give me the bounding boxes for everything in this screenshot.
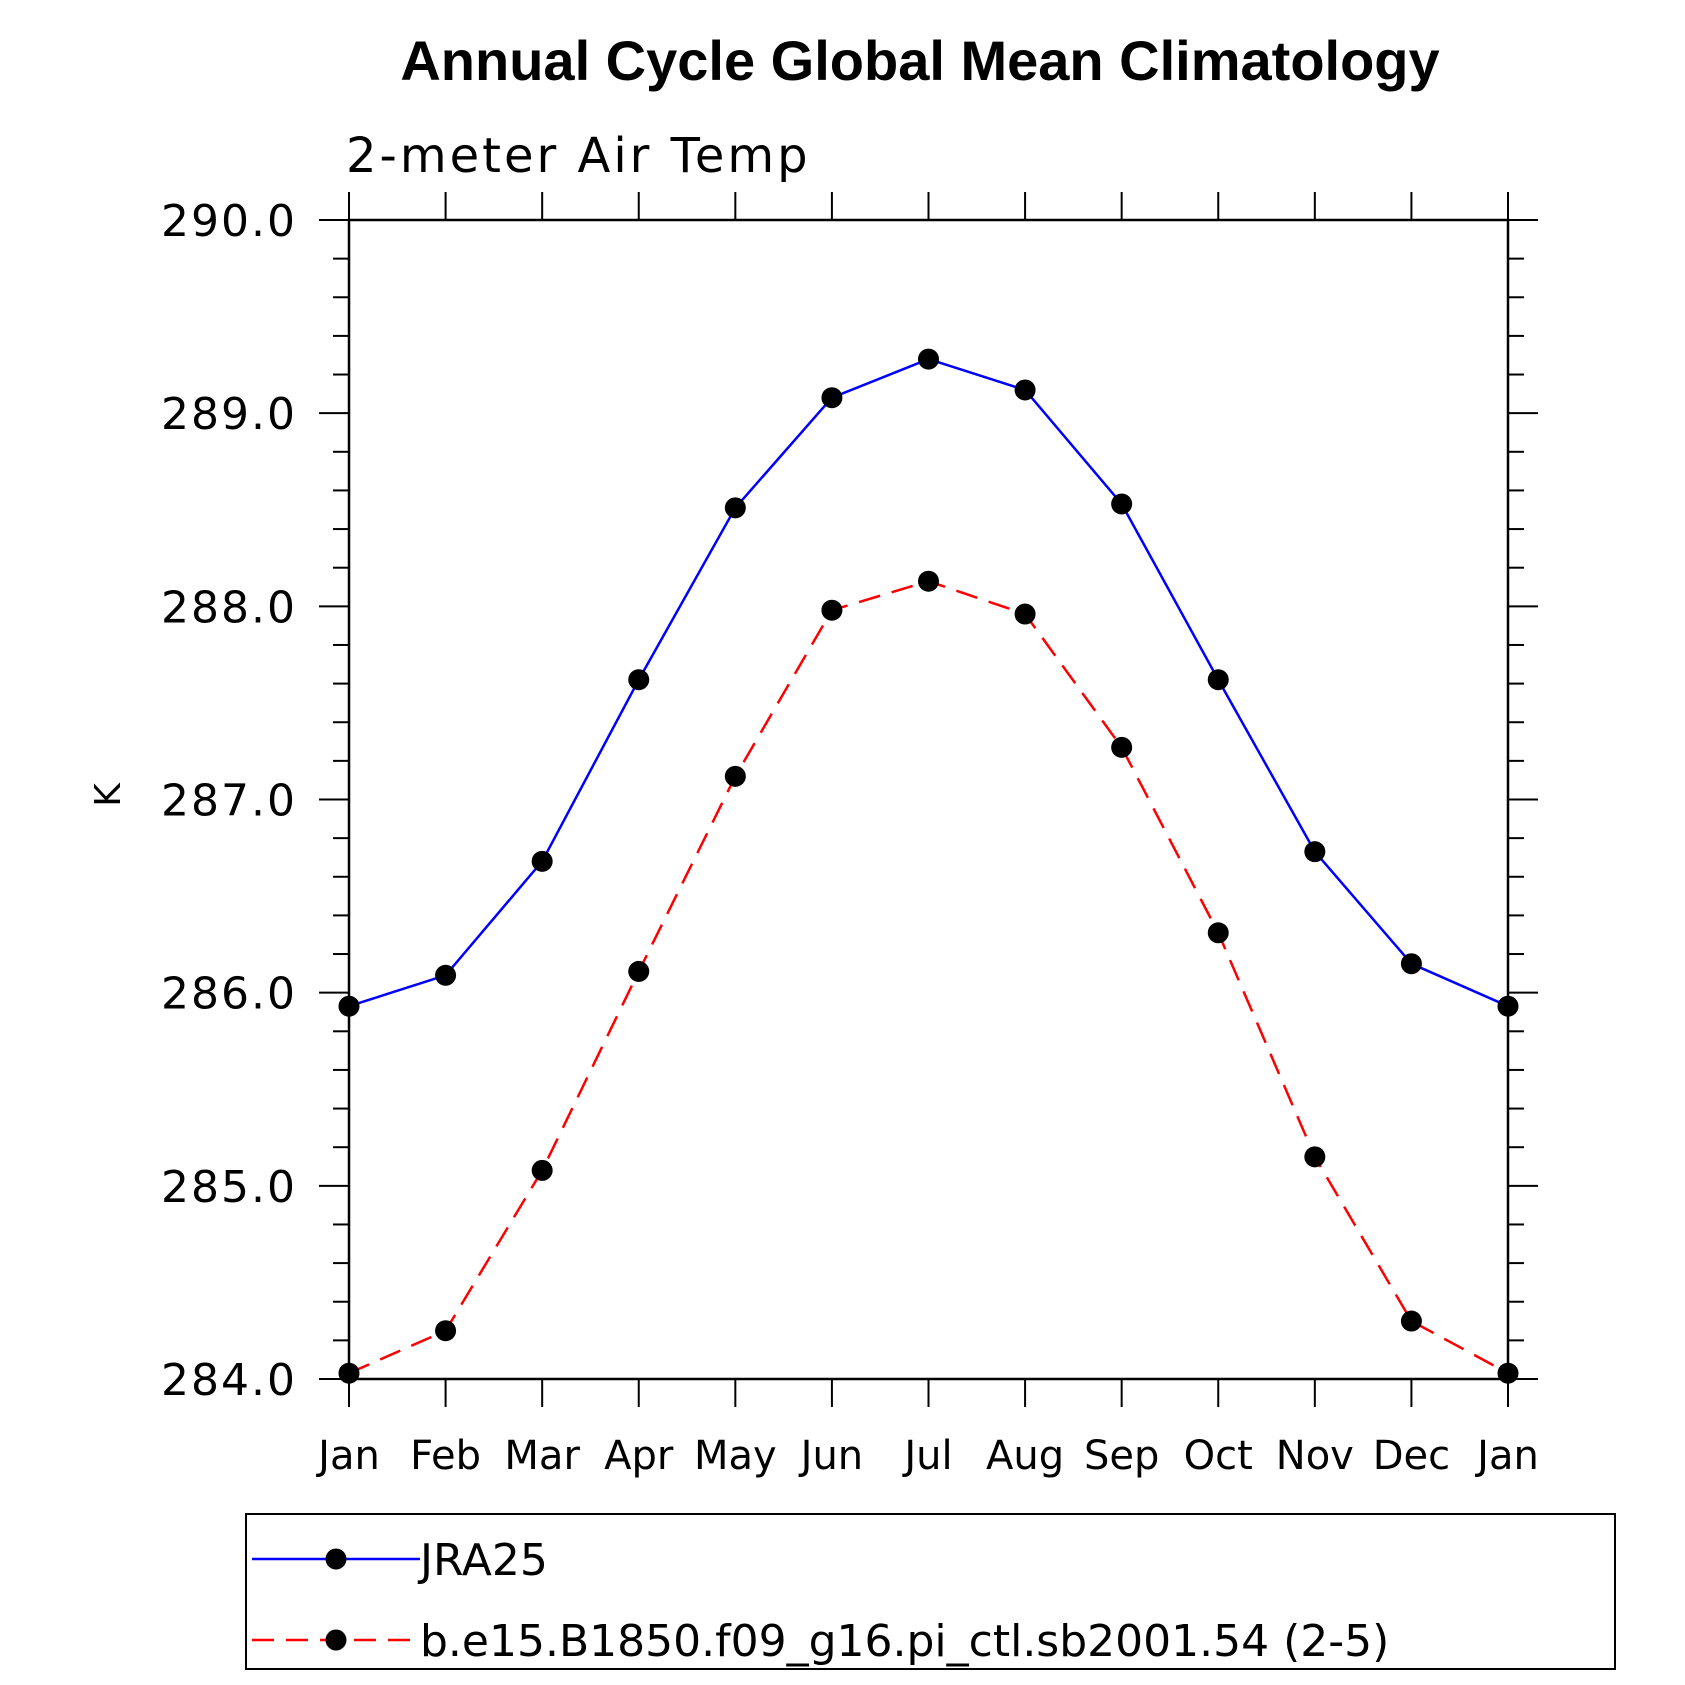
series-1-point bbox=[724, 765, 746, 787]
series-0-point bbox=[724, 497, 746, 519]
y-tick-label: 287.0 bbox=[161, 776, 297, 827]
series-1-point bbox=[531, 1159, 553, 1181]
series-1-point bbox=[1497, 1362, 1519, 1384]
series-1-point bbox=[628, 960, 650, 982]
series-0-point bbox=[1400, 953, 1422, 975]
y-tick-label: 290.0 bbox=[161, 196, 297, 247]
y-tick-label: 285.0 bbox=[161, 1162, 297, 1213]
x-tick-label: Mar bbox=[504, 1433, 580, 1479]
y-tick-label: 289.0 bbox=[161, 389, 297, 440]
series-1-point bbox=[918, 570, 939, 592]
y-axis-label: K bbox=[88, 782, 129, 807]
series-1-point bbox=[1304, 1146, 1326, 1168]
series-0-point bbox=[821, 387, 843, 409]
series-0-point bbox=[1111, 493, 1133, 515]
series-1-point bbox=[1014, 603, 1036, 625]
y-tick-label: 286.0 bbox=[161, 969, 297, 1020]
series-line-1 bbox=[348, 579, 1509, 1375]
series-0-point bbox=[1014, 379, 1036, 401]
series-1-point bbox=[1400, 1310, 1422, 1332]
x-tick-label: Dec bbox=[1373, 1433, 1450, 1479]
y-tick-label: 284.0 bbox=[161, 1355, 297, 1406]
legend-marker-0 bbox=[325, 1548, 347, 1570]
series-1-point bbox=[338, 1362, 360, 1384]
x-tick-label: Jul bbox=[901, 1433, 952, 1479]
x-tick-label: Sep bbox=[1084, 1433, 1159, 1479]
x-tick-label: Jan bbox=[1474, 1433, 1539, 1479]
series-0-point bbox=[628, 669, 650, 691]
x-tick-label: Nov bbox=[1276, 1433, 1354, 1479]
series-0-point bbox=[338, 995, 360, 1017]
series-1-point bbox=[1207, 922, 1229, 944]
series-0-point bbox=[918, 348, 939, 370]
series-1-point bbox=[821, 599, 843, 621]
x-tick-label: Feb bbox=[410, 1433, 481, 1479]
legend: JRA25 b.e15.B1850.f09_g16.pi_ctl.sb2001.5… bbox=[245, 1513, 1616, 1670]
chart-subtitle: 2-meter Air Temp bbox=[346, 128, 811, 184]
chart-title: Annual Cycle Global Mean Climatology bbox=[400, 29, 1439, 92]
y-tick-label: 288.0 bbox=[161, 582, 297, 633]
series-0-point bbox=[531, 850, 553, 872]
x-tick-label: Aug bbox=[986, 1433, 1064, 1479]
series-1-point bbox=[435, 1320, 457, 1342]
series-1-point bbox=[1111, 736, 1133, 758]
series-0-point bbox=[435, 964, 457, 986]
legend-box bbox=[245, 1513, 1616, 1670]
x-tick-label: Apr bbox=[604, 1433, 674, 1479]
legend-label-1: b.e15.B1850.f09_g16.pi_ctl.sb2001.54 (2-… bbox=[420, 1616, 1389, 1667]
x-tick-label: Jan bbox=[315, 1433, 380, 1479]
series-line-0 bbox=[348, 357, 1509, 1008]
series-0-point bbox=[1207, 669, 1229, 691]
x-tick-label: Oct bbox=[1184, 1433, 1253, 1479]
plot-frame bbox=[347, 218, 1510, 1381]
legend-label-0: JRA25 bbox=[417, 1535, 548, 1586]
legend-marker-1 bbox=[325, 1629, 347, 1651]
x-tick-label: Jun bbox=[798, 1433, 864, 1479]
plot-area: 284.0 285.0 286.0 287.0 288.0 289.0 290.0 Jan Fe… bbox=[161, 192, 1539, 1479]
series-0-point bbox=[1304, 841, 1326, 863]
x-tick-label: May bbox=[694, 1433, 777, 1479]
series-0-point bbox=[1497, 995, 1519, 1017]
